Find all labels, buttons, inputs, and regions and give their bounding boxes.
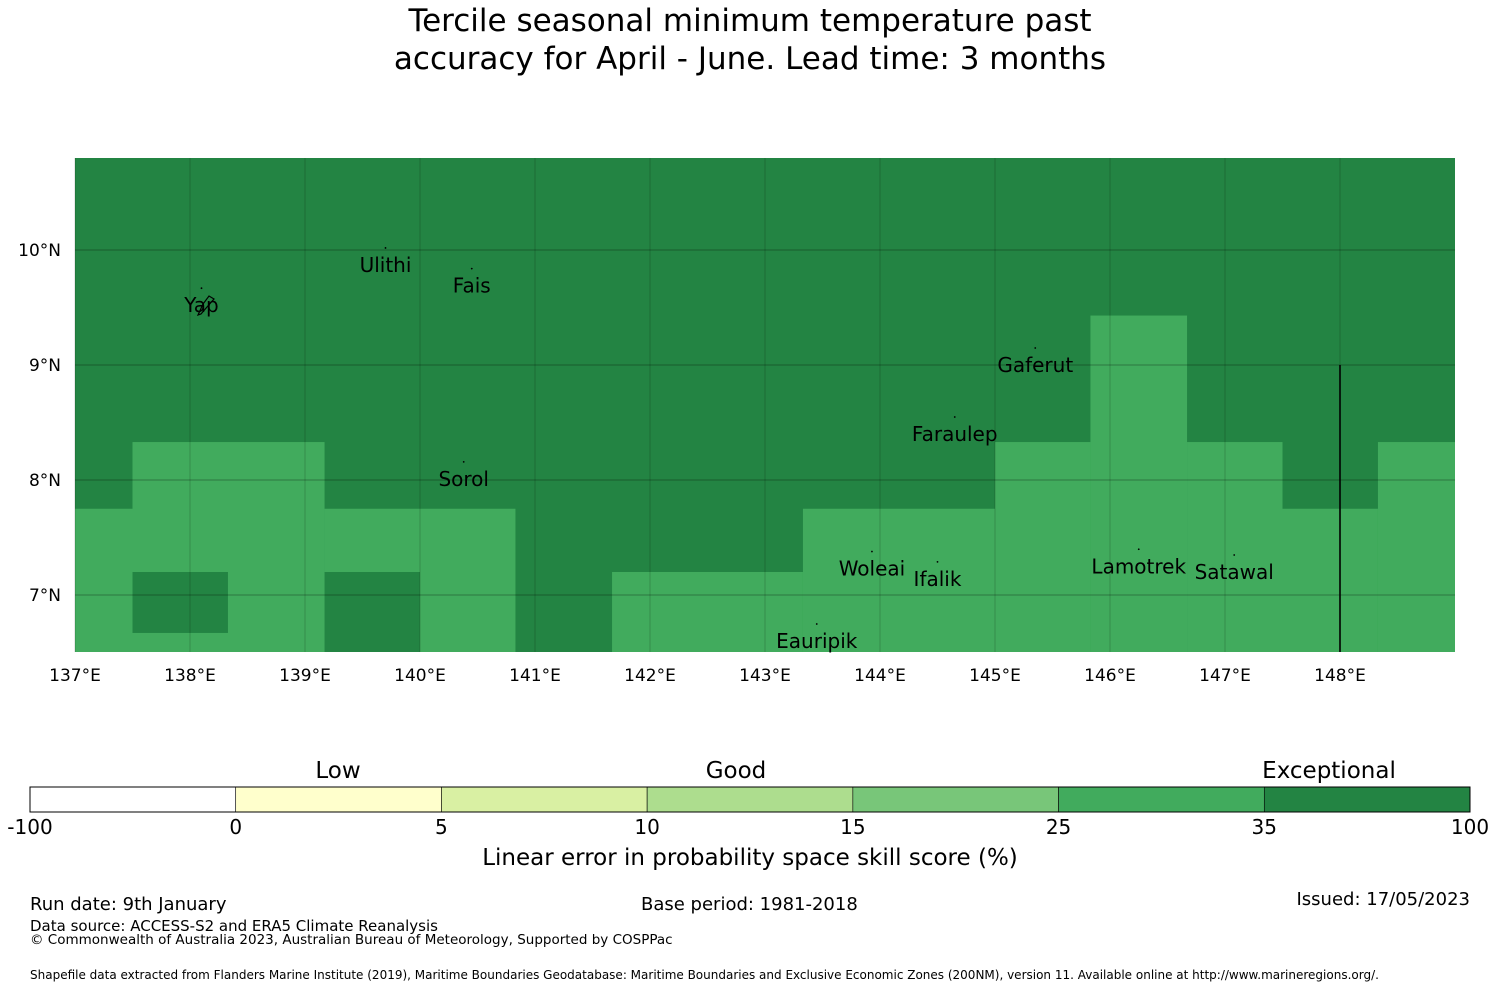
place-label: Faraulep [912, 422, 998, 446]
colorbar-bin [852, 786, 1059, 813]
lat-tick-label: 8°N [29, 471, 61, 491]
skill-cell-25-35 [1187, 442, 1283, 652]
title-line-1: Tercile seasonal minimum temperature pas… [408, 3, 1092, 39]
skill-cell-25-35 [612, 572, 803, 652]
map-gridlines [74, 158, 1455, 652]
colorbar-tick: 5 [435, 815, 448, 839]
island-marker [470, 267, 473, 270]
skill-cell-25-35 [802, 508, 995, 652]
place-satawal: Satawal [1195, 554, 1274, 584]
island-marker [871, 550, 873, 553]
place-faraulep: Faraulep [912, 416, 998, 446]
colorbar-bin [646, 786, 854, 813]
colorbar-category-good: Good [705, 758, 767, 784]
place-label: Sorol [438, 467, 489, 491]
place-lamotrek: Lamotrek [1091, 548, 1186, 578]
colorbar-tick: 25 [1045, 815, 1072, 839]
place-label: Eauripik [776, 629, 858, 653]
axis-ticks-layer: 137°E 138°E 139°E 140°E 141°E 142°E 143°E 144°E… [18, 241, 1366, 686]
base-period: Base period: 1981-2018 [641, 894, 858, 915]
lat-tick-label: 7°N [29, 586, 61, 606]
skill-cell-35-100 [132, 572, 228, 633]
island-marker [1137, 548, 1140, 551]
skill-cell-25-35 [1377, 442, 1455, 652]
issued-date: Issued: 17/05/2023 [1296, 889, 1470, 910]
place-label: Gaferut [997, 353, 1073, 377]
place-gaferut: Gaferut [997, 347, 1073, 377]
copyright-notice: © Commonwealth of Australia 2023, Austra… [30, 932, 673, 948]
lon-tick-label: 143°E [739, 666, 791, 686]
place-ulithi: Ulithi [360, 247, 412, 277]
lon-tick-label: 141°E [509, 666, 561, 686]
data-source: Data source: ACCESS-S2 and ERA5 Climate … [30, 917, 438, 935]
lon-tick-label: 147°E [1199, 666, 1251, 686]
colorbar [29, 786, 1471, 813]
island-marker [1034, 347, 1037, 349]
island-marker [200, 287, 203, 290]
island-marker [815, 623, 818, 625]
lat-tick-label: 9°N [29, 356, 61, 376]
lat-tick-label: 10°N [18, 241, 61, 261]
colorbar-label: Linear error in probability space skill … [482, 845, 1018, 871]
place-eauripik: Eauripik [776, 623, 858, 653]
colorbar-tick: 35 [1251, 815, 1278, 839]
place-label: Ifalik [914, 567, 962, 591]
lon-tick-label: 145°E [969, 666, 1021, 686]
colorbar-tick: 0 [229, 815, 243, 839]
island-marker [384, 247, 387, 249]
colorbar-bin [1058, 786, 1265, 813]
island-marker [936, 561, 939, 563]
colorbar-bin [29, 786, 237, 813]
lon-tick-label: 148°E [1314, 666, 1366, 686]
place-label: Satawal [1195, 560, 1274, 584]
chart-title: Tercile seasonal minimum temperature pas… [0, 2, 1500, 78]
place-woleai: Woleai [839, 550, 906, 581]
skill-cell-25-35 [75, 508, 133, 652]
colorbar-bin [235, 786, 442, 813]
colorbar-tick: 100 [1450, 815, 1490, 839]
lon-tick-label: 146°E [1084, 666, 1136, 686]
colorbar-frame [29, 786, 1471, 813]
island-marker [1233, 554, 1236, 556]
colorbar-tick: 15 [840, 815, 866, 839]
place-label: Woleai [839, 557, 906, 581]
lon-tick-label: 140°E [394, 666, 446, 686]
yap-island-outline [196, 295, 215, 317]
place-ifalik: Ifalik [914, 561, 962, 591]
run-date: Run date: 9th January [30, 894, 227, 915]
island-marker [953, 416, 956, 418]
shapefile-credit: Shapefile data extracted from Flanders M… [30, 968, 1379, 982]
island-marker [462, 460, 465, 463]
lon-tick-label: 142°E [624, 666, 676, 686]
place-fais: Fais [453, 267, 491, 298]
colorbar-bin [1263, 786, 1471, 813]
colorbar-category-exceptional: Exceptional [1262, 758, 1396, 784]
skill-cell-35-100 [324, 572, 420, 652]
colorbar-tick: -100 [7, 815, 53, 839]
map-cells-layer [75, 315, 1455, 652]
lon-tick-label: 137°E [49, 666, 101, 686]
colorbar-bin [441, 786, 648, 813]
lon-tick-label: 139°E [279, 666, 331, 686]
place-label: Ulithi [360, 253, 412, 277]
title-line-2: accuracy for April - June. Lead time: 3 … [393, 41, 1107, 77]
lon-tick-label: 138°E [164, 666, 216, 686]
place-label: Lamotrek [1091, 554, 1186, 578]
skill-cell-25-35 [1282, 508, 1378, 652]
colorbar-tick: 10 [634, 815, 660, 839]
skill-cell-25-35 [995, 442, 1091, 652]
lon-tick-label: 144°E [854, 666, 906, 686]
place-sorol: Sorol [438, 460, 489, 491]
place-label: Fais [453, 274, 491, 298]
colorbar-category-low: Low [315, 758, 361, 784]
skill-cell-25-35 [1090, 315, 1188, 652]
